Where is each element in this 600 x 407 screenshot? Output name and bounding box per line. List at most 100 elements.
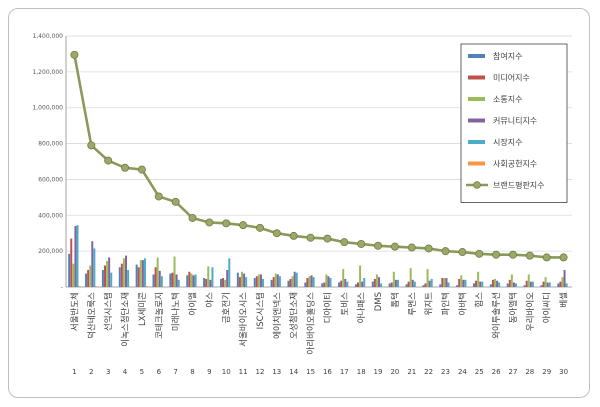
category-index: 4 <box>123 368 128 376</box>
legend-swatch <box>468 97 485 101</box>
bar <box>426 269 429 287</box>
bar <box>278 276 281 287</box>
category-label-group: 에이치엔넥스 <box>272 292 283 339</box>
category-index: 26 <box>492 368 501 376</box>
bar <box>156 257 159 287</box>
bar <box>219 278 222 287</box>
bar <box>122 258 125 287</box>
bar <box>565 283 568 287</box>
line-point <box>525 251 534 260</box>
bar <box>169 273 172 287</box>
category-label: 미래나노텍 <box>171 292 182 331</box>
bar <box>291 276 294 287</box>
bar <box>308 276 311 287</box>
category-label: 토비스 <box>340 292 350 316</box>
category-index: 12 <box>256 368 265 376</box>
category-label: 에이치엔넥스 <box>272 292 283 339</box>
category-label-group: 동아엘텍 <box>508 292 519 323</box>
category-index: 10 <box>222 368 231 376</box>
line-point <box>357 239 366 248</box>
bar <box>108 257 111 287</box>
bar <box>491 279 494 287</box>
bar <box>489 284 492 287</box>
category-index: 2 <box>89 368 93 376</box>
category-index: 21 <box>407 368 416 376</box>
line-point <box>306 233 315 242</box>
bar <box>464 279 467 287</box>
bar <box>422 285 425 287</box>
bar <box>194 274 197 287</box>
category-label-group: 디아이티 <box>322 292 333 323</box>
category-index: 17 <box>340 368 349 376</box>
bar <box>531 281 534 287</box>
y-tick-label: 800,000 <box>38 141 63 148</box>
category-label: 디아이티 <box>322 292 333 323</box>
line-point <box>104 156 113 165</box>
bar <box>192 275 195 287</box>
bar <box>238 277 241 287</box>
category-label-group: 코테크놀로지 <box>155 292 165 339</box>
category-index: 19 <box>374 368 383 376</box>
bar <box>158 270 161 287</box>
category-index: 15 <box>306 368 315 376</box>
bar <box>527 274 530 287</box>
bar <box>171 272 174 287</box>
category-index: 22 <box>424 368 433 376</box>
bar <box>91 241 94 287</box>
category-label: DMS <box>374 292 384 311</box>
category-label-group: 베셀 <box>559 292 570 308</box>
bar <box>259 274 262 287</box>
bar <box>542 281 545 287</box>
bar <box>373 278 376 287</box>
bar <box>78 286 81 287</box>
y-tick-label: 1,200,000 <box>32 69 63 76</box>
category-label: 힘스 <box>474 292 485 308</box>
bar <box>120 263 123 287</box>
bar <box>546 282 549 287</box>
category-label: 톱텍 <box>390 292 401 308</box>
line-point <box>154 192 163 201</box>
line-point <box>508 250 517 259</box>
line-point <box>424 244 433 253</box>
category-label-group: ISC시스템 <box>255 292 266 329</box>
bar <box>394 279 397 287</box>
bar <box>295 272 298 287</box>
line-point <box>559 253 568 262</box>
bar <box>241 271 243 287</box>
bar <box>477 271 480 287</box>
category-label-group: 아이엘 <box>188 292 199 316</box>
bar <box>129 286 132 287</box>
category-index: 8 <box>190 368 194 376</box>
category-index: 11 <box>239 368 248 376</box>
category-label: 서울반도체 <box>69 292 80 331</box>
category-label: 위지트 <box>425 292 435 316</box>
line-point <box>171 197 180 206</box>
bar <box>346 281 349 287</box>
bar <box>563 269 566 287</box>
line-point <box>121 163 130 172</box>
category-label-group: 미래나노텍 <box>171 292 182 331</box>
bar <box>321 283 324 287</box>
line-point <box>492 250 501 259</box>
bar <box>430 278 433 287</box>
bar <box>544 277 547 287</box>
legend-label: 브랜드평판지수 <box>493 180 545 190</box>
bar <box>205 278 208 287</box>
category-label-group: 위지트 <box>425 292 435 316</box>
category-index: 7 <box>173 368 177 376</box>
bar <box>559 281 562 287</box>
bar <box>106 261 109 287</box>
bar <box>375 274 378 287</box>
line-point <box>542 253 551 262</box>
bar <box>253 278 256 287</box>
category-label: 야스 <box>204 292 215 308</box>
category-label: 아나패스 <box>356 292 367 323</box>
category-label-group: 톱텍 <box>390 292 401 308</box>
category-label: 이녹스첨단소재 <box>120 292 131 347</box>
bar <box>72 263 75 287</box>
bar <box>525 280 528 287</box>
bar <box>173 256 176 287</box>
bar <box>378 277 381 287</box>
bar <box>293 271 296 287</box>
bar <box>85 273 88 287</box>
